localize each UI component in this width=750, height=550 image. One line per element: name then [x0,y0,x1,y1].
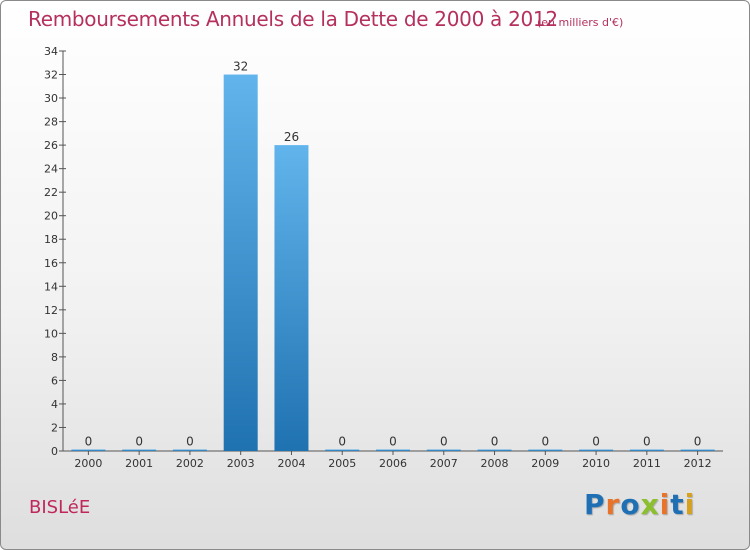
x-tick-label: 2006 [379,457,407,470]
value-label-2010: 0 [592,435,600,449]
value-label-2012: 0 [694,435,702,449]
bar-2007[interactable] [426,449,461,452]
x-tick-label: 2001 [125,457,153,470]
chart-title: Remboursements Annuels de la Dette de 20… [28,7,558,31]
value-label-2011: 0 [643,435,651,449]
y-tick-label: 14 [44,280,58,293]
value-label-2004: 26 [284,130,299,144]
bar-2002[interactable] [172,449,207,452]
y-tick-label: 10 [44,327,58,340]
y-tick-label: 2 [51,421,58,434]
value-label-2001: 0 [135,435,143,449]
bar-2008[interactable] [477,449,512,452]
y-tick-label: 16 [44,257,58,270]
proxiti-logo[interactable]: Proxiti [584,488,695,521]
y-tick-label: 34 [44,45,58,58]
x-tick-label: 2009 [531,457,559,470]
x-axis: 2000 2001 2002 2003 2004 2005 2006 2007 2008 2009… [63,450,723,470]
x-tick-label: 2003 [227,457,255,470]
x-tick-label: 2000 [74,457,102,470]
x-tick-label: 2011 [633,457,661,470]
y-tick-label: 8 [51,351,58,364]
logo-letter: x [640,488,660,521]
bars [71,74,715,452]
y-tick-label: 18 [44,233,58,246]
y-tick-label: 32 [44,69,58,82]
value-label-2008: 0 [491,435,499,449]
y-tick-label: 24 [44,163,58,176]
bar-2010[interactable] [579,449,614,452]
x-tick-label: 2002 [176,457,204,470]
logo-letter: P [584,488,606,521]
value-label-2007: 0 [440,435,448,449]
y-tick-label: 12 [44,304,58,317]
value-label-2005: 0 [338,435,346,449]
x-tick-label: 2007 [430,457,458,470]
x-tick-label: 2004 [277,457,305,470]
value-label-2003: 32 [233,60,248,74]
y-tick-label: 28 [44,116,58,129]
y-tick-label: 6 [51,374,58,387]
value-label-2006: 0 [389,435,397,449]
bar-2003[interactable] [223,74,258,451]
bar-2001[interactable] [122,449,157,452]
value-label-2000: 0 [85,435,93,449]
x-tick-label: 2012 [684,457,712,470]
bar-2004[interactable] [274,145,309,451]
y-tick-label: 4 [51,398,58,411]
logo-letter: t [670,488,685,521]
bar-2000[interactable] [71,449,106,452]
bar-2005[interactable] [325,449,360,452]
bar-2012[interactable] [680,449,715,452]
logo-letter: i [659,488,671,521]
logo-letter: o [620,488,641,521]
bar-2009[interactable] [528,449,563,452]
y-tick-label: 0 [51,445,58,458]
y-tick-label: 22 [44,186,58,199]
value-labels: 0 0 0 32 26 0 0 0 0 0 0 0 0 [85,60,702,449]
x-tick-label: 2008 [481,457,509,470]
bar-2006[interactable] [376,449,410,452]
bar-2011[interactable] [629,449,664,452]
y-tick-label: 26 [44,139,58,152]
chart-unit-label: (en milliers d'€) [537,16,624,29]
logo-letter: i [684,488,696,521]
x-tick-label: 2005 [328,457,356,470]
commune-name: BISLéE [29,497,91,518]
value-label-2009: 0 [541,435,549,449]
value-label-2002: 0 [186,435,194,449]
y-tick-label: 20 [44,210,58,223]
x-tick-label: 2010 [582,457,610,470]
logo-letter: r [605,488,621,521]
y-tick-label: 30 [44,92,58,105]
